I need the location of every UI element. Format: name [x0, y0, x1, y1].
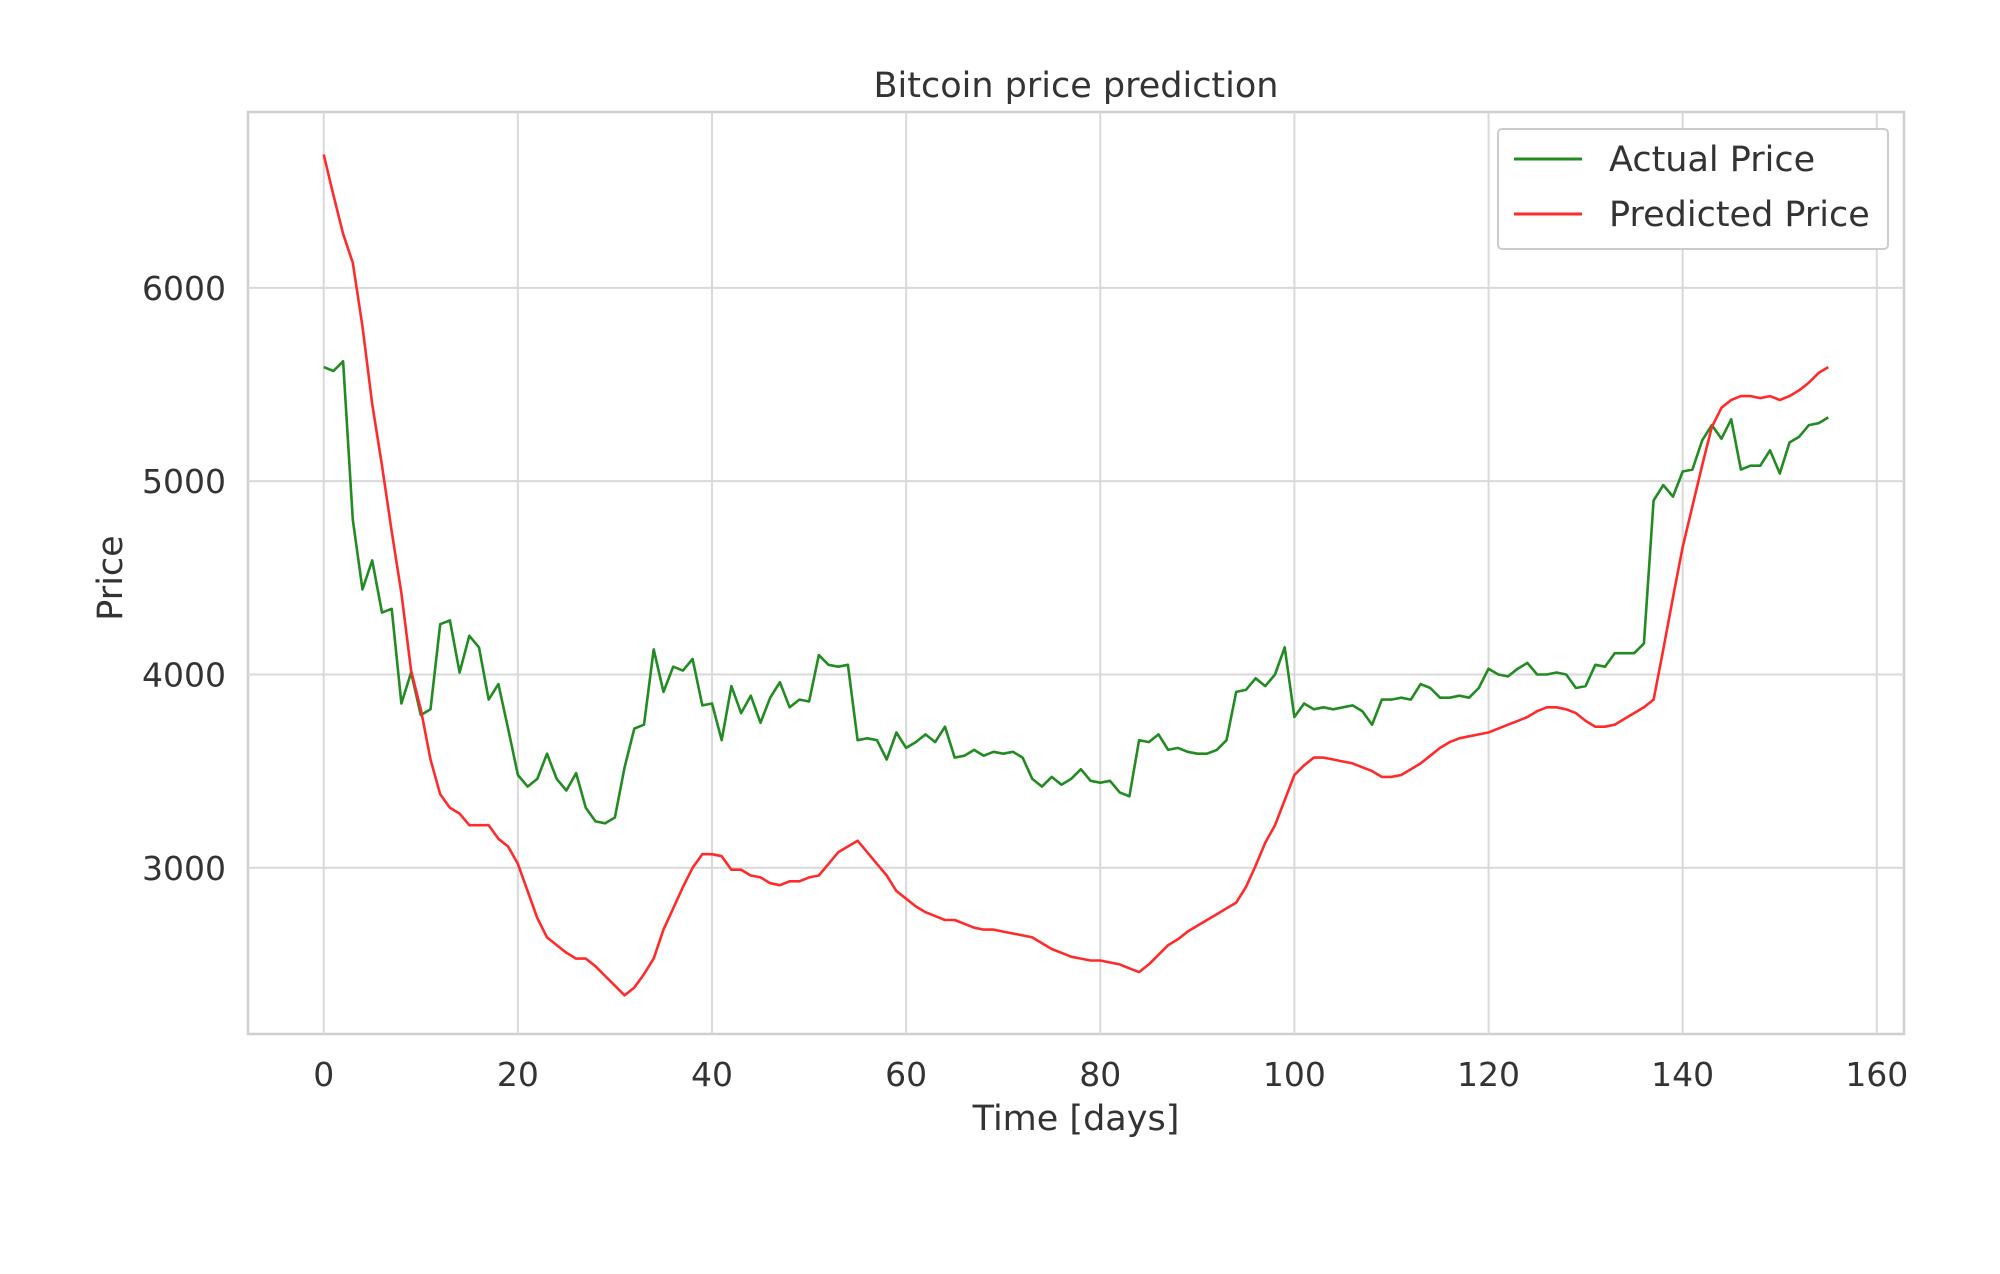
x-tick-label: 60: [885, 1055, 927, 1094]
x-tick-label: 160: [1845, 1055, 1908, 1094]
y-tick-label: 5000: [142, 462, 226, 501]
y-axis-label: Price: [91, 535, 131, 620]
actual-price-line: [323, 359, 1829, 825]
y-tick-label: 4000: [142, 655, 226, 694]
legend-label-predicted: Predicted Price: [1609, 195, 1870, 235]
x-axis-ticks: 0 20 40 60 80 100 120 140 160: [313, 1055, 1908, 1094]
chart-title: Bitcoin price prediction: [874, 66, 1279, 106]
x-tick-label: 80: [1079, 1055, 1121, 1094]
x-tick-label: 0: [313, 1055, 334, 1094]
plot-area: [246, 110, 1906, 1036]
series-layer: [322, 154, 1829, 997]
x-tick-label: 20: [497, 1055, 539, 1094]
x-tick-label: 40: [691, 1055, 733, 1094]
gridlines: [248, 112, 1904, 1034]
y-tick-label: 6000: [142, 269, 226, 308]
y-tick-label: 3000: [142, 849, 226, 888]
predicted-price-line: [322, 154, 1829, 997]
x-tick-label: 140: [1651, 1055, 1714, 1094]
x-tick-label: 100: [1263, 1055, 1326, 1094]
legend-box: [1497, 128, 1889, 250]
x-axis-label: Time [days]: [972, 1099, 1180, 1139]
x-tick-label: 120: [1457, 1055, 1520, 1094]
y-axis-ticks: 3000 4000 5000 6000: [142, 269, 226, 888]
legend: Actual Price Predicted Price: [1497, 128, 1889, 250]
legend-label-actual: Actual Price: [1609, 140, 1815, 180]
